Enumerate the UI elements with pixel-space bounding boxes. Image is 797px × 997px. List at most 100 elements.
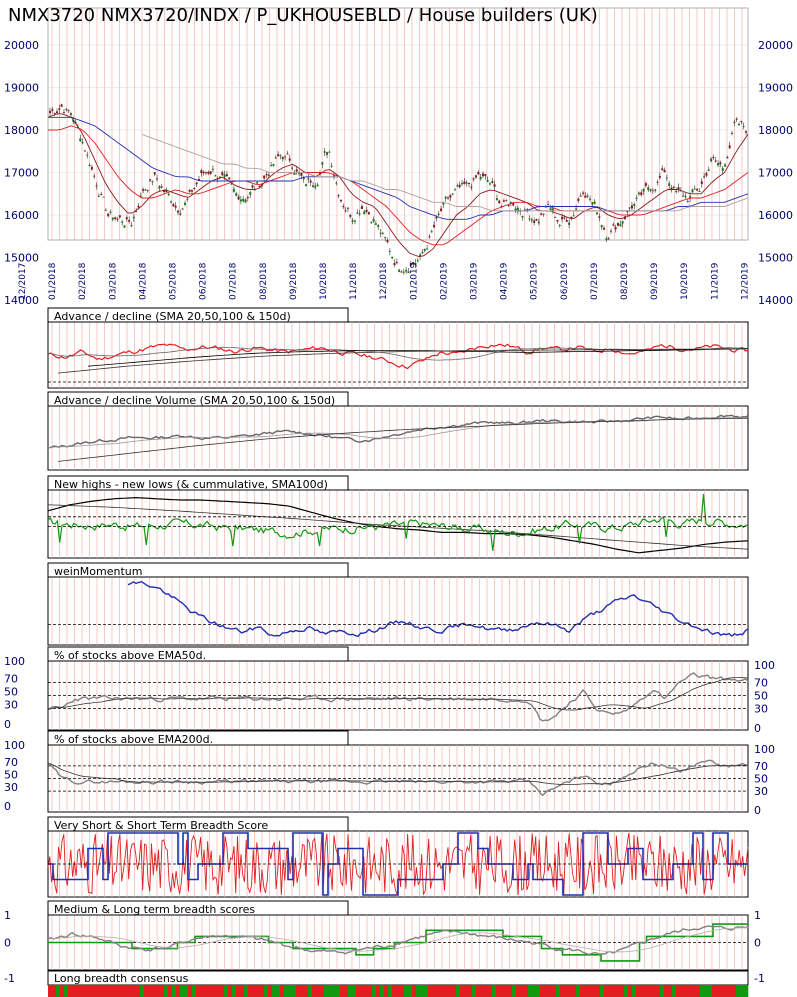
- lbc-bar: [504, 985, 509, 997]
- price-candle: [670, 187, 673, 191]
- price-candle: [398, 269, 401, 272]
- price-candle: [377, 225, 380, 228]
- ema50-tick-left-0: 100: [4, 655, 25, 668]
- lbc-bar: [452, 985, 457, 997]
- lbc-bar: [516, 985, 521, 997]
- price-candle: [677, 187, 680, 191]
- price-candle: [719, 162, 722, 165]
- price-candle: [686, 201, 689, 203]
- price-candle: [388, 250, 391, 252]
- lbc-bar: [220, 985, 225, 997]
- lbc-bar: [664, 985, 669, 997]
- price-candle: [502, 200, 505, 202]
- lbc-bar: [384, 985, 389, 997]
- price-candle: [402, 271, 405, 273]
- price-candle: [67, 109, 70, 111]
- lbc-bar: [484, 985, 489, 997]
- lbc-bar: [320, 985, 325, 997]
- lbc-bar: [172, 985, 177, 997]
- price-candle: [288, 158, 291, 161]
- lbc-bar: [676, 985, 681, 997]
- price-candle: [477, 171, 480, 175]
- price-candle: [121, 221, 124, 223]
- price-ma-sma50: [48, 125, 749, 246]
- lbc-bar: [544, 985, 549, 997]
- price-candle: [114, 217, 117, 220]
- price-candle: [472, 178, 475, 180]
- price-candle: [658, 175, 661, 178]
- lbc-bar: [468, 985, 473, 997]
- x-tick-label-5: 05/2018: [169, 262, 179, 300]
- price-candle: [414, 262, 417, 266]
- ema50-panel-title: % of stocks above EMA50d.: [54, 649, 206, 662]
- lbc-bar: [244, 985, 249, 997]
- price-candle: [328, 151, 331, 153]
- price-candle: [337, 195, 340, 197]
- price-candle: [295, 169, 298, 172]
- price-candle: [111, 217, 114, 220]
- lbc-bar: [224, 985, 229, 997]
- price-candle: [742, 126, 745, 128]
- lbc-bar: [540, 985, 545, 997]
- lbc-bar: [212, 985, 217, 997]
- price-candle: [416, 260, 419, 262]
- lbc-bar: [364, 985, 369, 997]
- price-candle: [663, 169, 666, 173]
- lbc-bar: [616, 985, 621, 997]
- lbc-bar: [736, 985, 741, 997]
- price-candle: [97, 195, 100, 197]
- price-candle: [151, 181, 154, 183]
- price-candle: [107, 213, 110, 217]
- price-candle: [516, 207, 519, 211]
- lbc-bar: [572, 985, 577, 997]
- price-candle: [554, 216, 557, 218]
- price-candle: [544, 206, 547, 208]
- price-candle: [630, 205, 633, 209]
- lbc-bar: [476, 985, 481, 997]
- lbc-bar: [280, 985, 285, 997]
- price-candle: [481, 173, 484, 177]
- price-candle: [130, 225, 133, 227]
- price-candle: [409, 263, 412, 266]
- price-candle: [274, 157, 277, 159]
- price-candle: [102, 196, 105, 198]
- lbc-bar: [120, 985, 125, 997]
- price-candle: [149, 179, 152, 181]
- price-candle: [407, 271, 410, 273]
- price-candle: [225, 174, 228, 177]
- price-candle: [346, 207, 349, 209]
- price-tick-right-2: 16000: [758, 209, 793, 222]
- price-candle: [572, 215, 575, 217]
- price-candle: [682, 195, 685, 197]
- price-candle: [533, 220, 536, 224]
- lbc-bar: [508, 985, 513, 997]
- price-candle: [144, 189, 147, 191]
- price-candle: [626, 211, 629, 213]
- price-candle: [395, 261, 398, 263]
- price-candle: [707, 169, 710, 171]
- lbc-bar: [636, 985, 641, 997]
- x-tick-label-11: 11/2018: [349, 262, 359, 300]
- price-candle: [435, 216, 438, 219]
- price-candle: [58, 108, 61, 110]
- price-candle: [724, 164, 727, 167]
- price-candle: [158, 186, 161, 189]
- price-candle: [458, 184, 461, 188]
- price-candle: [293, 172, 296, 175]
- price-candle: [242, 198, 245, 202]
- lbc-bar: [668, 985, 673, 997]
- price-candle: [656, 181, 659, 183]
- lbc-bar: [160, 985, 165, 997]
- ema50-tick-left-4: 0: [4, 718, 11, 731]
- price-candle: [500, 205, 503, 207]
- price-candle: [51, 109, 54, 111]
- price-candle: [374, 223, 377, 225]
- x-tick-label-22: 10/2019: [680, 262, 690, 300]
- lbc-bar: [116, 985, 121, 997]
- price-candle: [426, 248, 429, 250]
- price-candle: [675, 191, 678, 193]
- lbc-bar: [152, 985, 157, 997]
- x-tick-label-24: 12/2019: [740, 262, 750, 300]
- x-tick-label-2: 02/2018: [78, 262, 88, 300]
